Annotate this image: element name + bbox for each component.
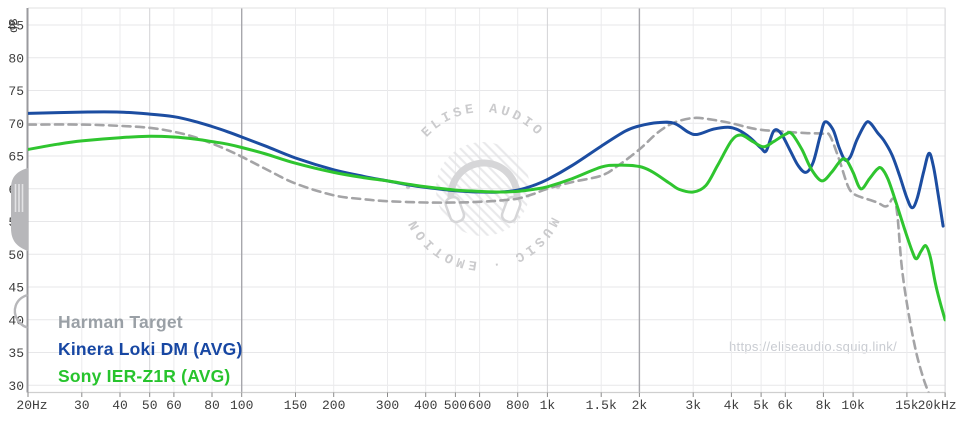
- y-tick-label: 85: [8, 19, 24, 34]
- x-tick-label: 8k: [816, 398, 832, 413]
- x-tick-label: 600: [468, 398, 491, 413]
- x-tick-label: 30: [74, 398, 90, 413]
- curve-harman-target: [28, 116, 930, 393]
- x-tick-label: 3k: [685, 398, 701, 413]
- x-tick-label: 80: [204, 398, 220, 413]
- x-tick-label: 4k: [724, 398, 740, 413]
- curve-kinera-loki-dm-avg: [28, 110, 945, 228]
- x-tick-label: 1k: [540, 398, 556, 413]
- headphones-icon: [447, 159, 521, 208]
- series-curves: [28, 110, 946, 393]
- side-panel-handle[interactable]: [11, 168, 28, 329]
- y-tick-label: 30: [8, 379, 24, 394]
- y-axis-unit-label: dB: [7, 19, 21, 33]
- x-tick-label: 1.5k: [586, 398, 617, 413]
- curve-sony-ier-z1r-avg: [28, 130, 946, 322]
- y-tick-label: 75: [8, 84, 24, 99]
- x-tick-label: 10k: [841, 398, 865, 413]
- x-tick-label: 800: [506, 398, 529, 413]
- watermark-top-text: ELISE AUDIO: [419, 102, 546, 141]
- x-tick-label: 15k: [895, 398, 919, 413]
- x-tick-label: 60: [166, 398, 182, 413]
- grid: [26, 7, 946, 394]
- x-tick-label: 400: [414, 398, 437, 413]
- x-tick-label: 20kHz: [918, 398, 957, 413]
- x-tick-label: 100: [230, 398, 253, 413]
- y-tick-label: 70: [8, 117, 24, 132]
- y-tick-label: 65: [8, 150, 24, 165]
- y-tick-label: 35: [8, 346, 24, 361]
- x-tick-label: 500: [444, 398, 467, 413]
- x-tick-label: 50: [142, 398, 158, 413]
- legend-item-sony-ier-z1r[interactable]: Sony IER-Z1R (AVG): [58, 366, 231, 386]
- legend-item-harman-target[interactable]: Harman Target: [58, 312, 183, 332]
- y-tick-label: 80: [8, 51, 24, 66]
- x-tick-label: 20Hz: [16, 398, 47, 413]
- site-url-watermark: https://eliseaudio.squig.link/: [729, 339, 897, 354]
- x-tick-label: 2k: [632, 398, 648, 413]
- x-tick-label: 150: [284, 398, 307, 413]
- x-tick-label: 5k: [753, 398, 769, 413]
- x-tick-label: 200: [322, 398, 345, 413]
- x-tick-label: 6k: [777, 398, 793, 413]
- legend-item-kinera-loki-dm[interactable]: Kinera Loki DM (AVG): [58, 339, 243, 359]
- handle-hook: [13, 293, 28, 329]
- legend: Harman Target Kinera Loki DM (AVG) Sony …: [58, 309, 243, 390]
- y-tick-label: 50: [8, 248, 24, 263]
- x-tick-label: 300: [376, 398, 399, 413]
- y-tick-label: 45: [8, 281, 24, 296]
- x-tick-label: 40: [112, 398, 128, 413]
